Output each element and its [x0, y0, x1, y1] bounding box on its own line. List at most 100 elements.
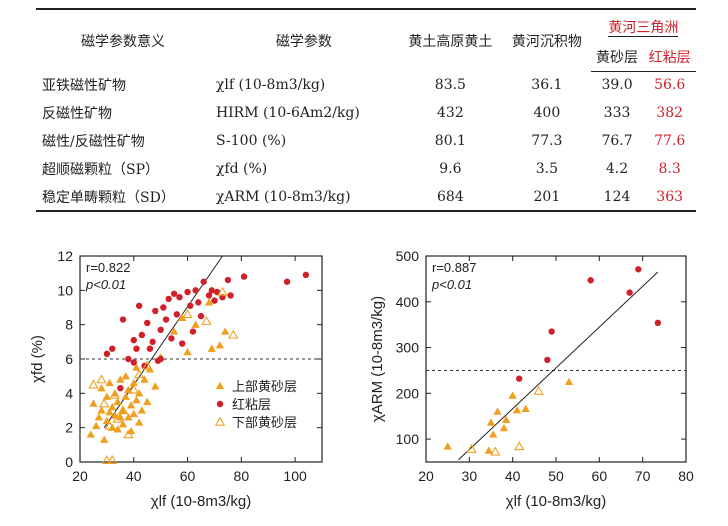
- legend-marker: [216, 400, 224, 408]
- data-point: [88, 379, 99, 389]
- series-2: [88, 286, 239, 464]
- x-tick-label: 80: [678, 468, 694, 484]
- data-point: [116, 375, 125, 383]
- y-tick-label: 100: [396, 431, 420, 447]
- correlation-label: r=0.822: [86, 260, 130, 275]
- data-point: [211, 297, 218, 304]
- data-point: [125, 355, 132, 363]
- data-point: [105, 408, 114, 416]
- data-point: [443, 442, 452, 450]
- header-delta-label: 黄河三角洲: [608, 19, 679, 37]
- data-point: [133, 345, 140, 352]
- y-axis-label: χARM (10-8m3/kg): [369, 296, 386, 422]
- table-body: 亚铁磁性矿物 χlf (10-8m3/kg) 83.5 36.1 39.0 56.6 反磁性…: [36, 71, 696, 212]
- data-point: [108, 402, 117, 411]
- data-point: [200, 278, 207, 285]
- data-point: [240, 273, 248, 280]
- data-point: [112, 413, 123, 423]
- chart-1: 20 40 60 80 100 0 2 4 6 8 10 12 r=0.822 p<0.01 χlf (10…: [29, 248, 323, 510]
- data-point: [654, 319, 662, 327]
- data-point: [182, 309, 193, 319]
- scatter-charts: 20 40 60 80 100 0 2 4 6 8 10 12 r=0.822 p<0.01 χlf (10…: [29, 248, 694, 510]
- data-point: [176, 294, 183, 301]
- y-axis-label: χfd (%): [29, 335, 46, 383]
- header-clay: 红粘层: [643, 43, 696, 72]
- data-point: [157, 355, 164, 363]
- cell-loess: 80.1: [434, 133, 466, 149]
- data-point: [94, 413, 104, 421]
- cell-river: 77.3: [531, 133, 563, 149]
- data-point: [168, 335, 175, 342]
- table-row: 亚铁磁性矿物 χlf (10-8m3/kg) 83.5 36.1 39.0 56.6: [36, 71, 696, 99]
- data-point: [101, 454, 113, 464]
- table-row: 稳定单畴颗粒（SD） χARM (10-8m3/kg) 684 201 124 363: [36, 183, 696, 212]
- data-point: [121, 392, 130, 400]
- data-point: [207, 344, 216, 352]
- data-point: [178, 340, 186, 347]
- data-point: [302, 271, 310, 279]
- data-point: [521, 404, 530, 413]
- data-point: [86, 430, 95, 438]
- p-value-label: p<0.01: [85, 277, 126, 292]
- data-point: [117, 384, 124, 392]
- data-point: [173, 311, 180, 318]
- data-point: [162, 316, 170, 323]
- data-point: [132, 363, 141, 371]
- data-point: [204, 298, 214, 306]
- data-point: [146, 345, 154, 352]
- y-tick-label: 400: [396, 294, 420, 310]
- y-tick-label: 0: [65, 454, 73, 470]
- data-point: [134, 418, 144, 426]
- x-axis-label: χlf (10-8m3/kg): [506, 493, 606, 510]
- data-point: [97, 406, 106, 414]
- data-point: [184, 288, 191, 296]
- x-tick-label: 70: [635, 468, 651, 484]
- data-point: [119, 316, 127, 323]
- data-point: [134, 389, 144, 397]
- data-point: [466, 443, 477, 453]
- data-point: [488, 430, 498, 438]
- data-point: [564, 377, 574, 386]
- data-point: [587, 277, 594, 284]
- cell-sand: 124: [590, 183, 644, 212]
- x-tick-label: 60: [180, 468, 196, 484]
- trend-line: [458, 271, 659, 461]
- data-point: [217, 286, 228, 296]
- data-point: [144, 319, 151, 327]
- y-tick-label: 2: [65, 420, 73, 436]
- cell-river: 3.5: [535, 161, 558, 177]
- data-point: [124, 413, 133, 421]
- data-point: [130, 359, 137, 366]
- data-point: [118, 420, 128, 428]
- data-point: [142, 360, 153, 370]
- y-tick-label: 200: [396, 385, 420, 401]
- data-point: [227, 292, 234, 299]
- data-point: [99, 398, 110, 408]
- data-point: [626, 289, 633, 296]
- data-point: [501, 415, 511, 424]
- data-point: [215, 341, 225, 349]
- data-point: [128, 384, 139, 394]
- cell-loess: 684: [397, 183, 504, 212]
- data-point: [89, 399, 98, 407]
- data-point: [100, 435, 109, 443]
- data-point: [137, 406, 147, 414]
- series-1: [103, 271, 310, 392]
- data-point: [109, 345, 116, 352]
- legend-label: 下部黄砂层: [232, 415, 297, 430]
- series-2: [466, 385, 544, 456]
- data-point: [187, 302, 194, 309]
- cell-meaning: 超顺磁颗粒（SP）: [42, 162, 160, 178]
- magnetic-parameter-table: 磁学参数意义 磁学参数 黄土高原黄土 黄河沉积物 黄河三角洲 黄砂层 红粘层 亚…: [36, 8, 696, 212]
- data-point: [113, 425, 122, 433]
- series-0: [443, 377, 574, 454]
- data-point: [493, 407, 502, 415]
- data-point: [189, 328, 197, 335]
- header-delta: 黄河三角洲: [590, 8, 696, 43]
- y-tick-label: 500: [396, 248, 420, 264]
- cell-clay: 363: [643, 183, 696, 212]
- data-point: [118, 406, 128, 414]
- data-point: [169, 327, 179, 335]
- data-point: [201, 315, 212, 325]
- header-param: 磁学参数: [209, 8, 398, 71]
